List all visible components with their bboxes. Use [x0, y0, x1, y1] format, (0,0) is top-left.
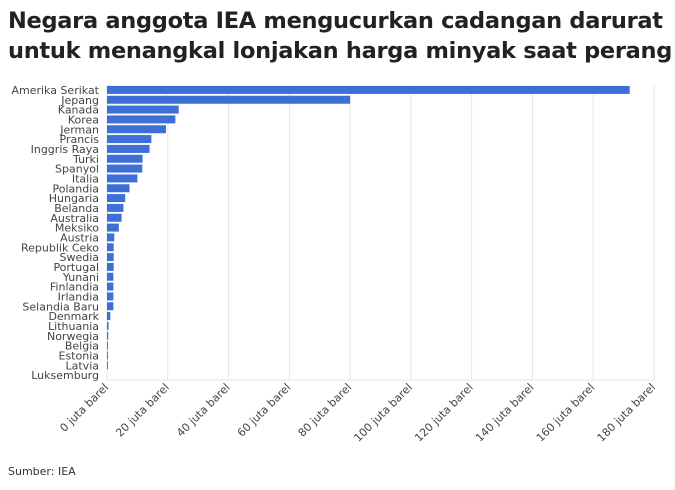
category-label: Denmark — [48, 310, 99, 323]
bar-jerman — [107, 125, 166, 134]
category-label: Italia — [72, 172, 99, 185]
bar-prancis — [107, 135, 152, 144]
bar-australia — [107, 213, 122, 222]
category-label: Yunani — [62, 271, 99, 284]
category-label: Lithuania — [48, 320, 99, 333]
category-label: Irlandia — [58, 290, 99, 303]
bar-belgia — [107, 341, 108, 350]
category-label: Amerika Serikat — [11, 84, 99, 97]
category-label: Norwegia — [47, 330, 99, 343]
category-label: Belgia — [65, 340, 99, 353]
source-note: Sumber: IEA — [8, 465, 76, 478]
x-tick-label: 120 juta barel — [412, 381, 476, 445]
bar-finlandia — [107, 282, 114, 291]
category-label: Belanda — [54, 202, 99, 215]
category-label: Portugal — [53, 261, 99, 274]
bar-estonia — [107, 351, 108, 360]
category-label: Inggris Raya — [31, 143, 99, 156]
x-tick-label: 0 juta barel — [57, 381, 111, 435]
category-label: Hungaria — [49, 192, 99, 205]
bar-spanyol — [107, 164, 143, 173]
bar-inggris-raya — [107, 144, 150, 153]
category-label: Australia — [50, 212, 99, 225]
category-label: Polandia — [52, 182, 99, 195]
bar-selandia-baru — [107, 302, 114, 311]
bar-republik-ceko — [107, 243, 114, 252]
category-label: Austria — [60, 231, 99, 244]
chart-title: Negara anggota IEA mengucurkan cadangan … — [8, 8, 673, 64]
category-label: Republik Ceko — [21, 241, 99, 254]
bar-austria — [107, 233, 115, 242]
bar-polandia — [107, 184, 130, 193]
bar-latvia — [107, 361, 108, 370]
bar-meksiko — [107, 223, 119, 232]
x-tick-label: 80 juta barel — [296, 381, 355, 440]
category-label: Korea — [68, 113, 99, 126]
bar-denmark — [107, 312, 111, 321]
category-label: Luksemburg — [31, 369, 99, 382]
category-label: Jepang — [60, 94, 99, 107]
category-label: Swedia — [59, 251, 99, 264]
bar-belanda — [107, 203, 124, 212]
bar-turki — [107, 154, 143, 163]
x-tick-label: 140 juta barel — [473, 381, 537, 445]
bar-yunani — [107, 272, 114, 281]
category-label: Selandia Baru — [22, 300, 99, 313]
bar-norwegia — [107, 331, 109, 340]
bar-hungaria — [107, 194, 126, 203]
x-tick-label: 180 juta barel — [595, 381, 659, 445]
bar-irlandia — [107, 292, 114, 301]
category-label: Prancis — [59, 133, 99, 146]
x-tick-label: 60 juta barel — [235, 381, 294, 440]
bar-amerika-serikat — [107, 85, 630, 94]
bar-swedia — [107, 253, 114, 262]
category-label: Jerman — [59, 123, 99, 136]
x-tick-label: 40 juta barel — [174, 381, 233, 440]
category-label: Estonia — [59, 349, 100, 362]
bar-jepang — [107, 95, 351, 104]
x-tick-label: 20 juta barel — [113, 381, 172, 440]
category-label: Latvia — [66, 359, 100, 372]
category-label: Turki — [72, 153, 99, 166]
bar-portugal — [107, 262, 114, 271]
bar-lithuania — [107, 321, 109, 330]
category-label: Meksiko — [55, 222, 99, 235]
bar-kanada — [107, 105, 179, 114]
category-label: Finlandia — [50, 281, 99, 294]
category-label: Kanada — [58, 104, 99, 117]
x-tick-label: 160 juta barel — [534, 381, 598, 445]
bar-italia — [107, 174, 138, 183]
x-tick-label: 100 juta barel — [351, 381, 415, 445]
bar-korea — [107, 115, 176, 124]
category-label: Spanyol — [55, 163, 99, 176]
